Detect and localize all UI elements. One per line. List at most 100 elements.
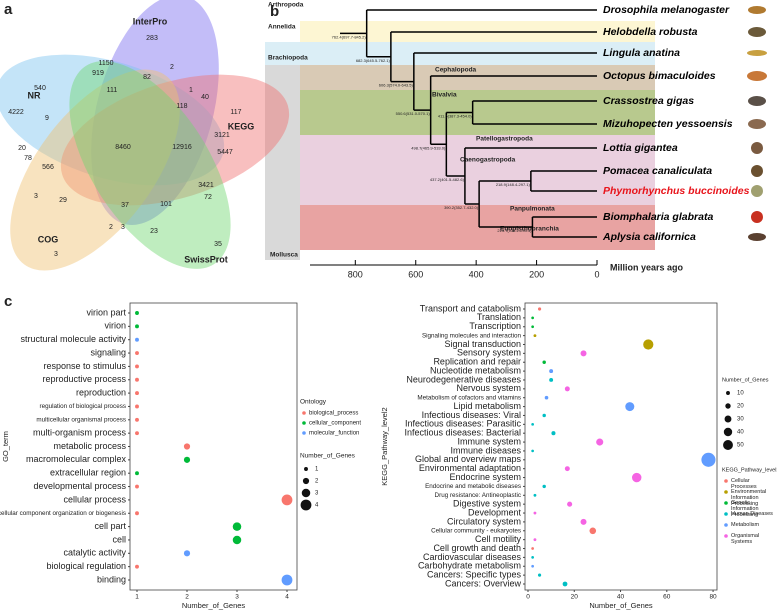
dot: [135, 431, 139, 436]
clade-label: Annelida: [268, 24, 296, 31]
dot: [533, 334, 537, 338]
size-legend-dot: [726, 391, 730, 395]
size-legend-title: Number_of_Genes: [722, 377, 769, 383]
y-tick-label: Carbohydrate metabolism: [418, 561, 521, 571]
y-tick-label: regulation of biological process: [40, 403, 126, 410]
venn-count: 3: [34, 193, 38, 200]
y-tick-label: cell part: [94, 521, 126, 531]
taxon-label: Aplysia californica: [602, 231, 696, 243]
node-age-label: 218.9(148.4-297.1): [496, 182, 531, 187]
y-tick-label: Environmental adaptation: [419, 463, 521, 473]
size-legend-dot: [723, 427, 733, 437]
size-legend-dot: [304, 467, 308, 471]
venn-count: 540: [34, 85, 46, 92]
node-age-label: 550.6(531.0-570.1): [396, 111, 431, 116]
venn-count: 12916: [172, 144, 192, 151]
y-tick-label: Neurodegenerative diseases: [406, 374, 521, 384]
legend-title: Ontology: [300, 399, 327, 406]
node-age-label: 213.7(134.2-293.4): [497, 228, 532, 233]
venn-set-label: SwissProt: [184, 254, 228, 264]
dot: [551, 431, 556, 436]
y-tick-label: Cardiovascular diseases: [423, 552, 522, 562]
dot: [580, 350, 587, 357]
node-age-label: 411.6(387.3-454.0): [438, 114, 472, 119]
legend-swatch: [724, 501, 728, 505]
y-tick-label: metabolic process: [53, 441, 126, 451]
dot: [542, 360, 546, 364]
venn-count: 118: [176, 103, 187, 110]
venn-count: 40: [201, 94, 209, 101]
venn-count: 29: [59, 197, 67, 204]
band: [265, 65, 300, 260]
y-tick-label: response to stimulus: [43, 361, 126, 371]
dot: [531, 422, 534, 426]
venn-count: 82: [143, 74, 151, 81]
venn-set-label: InterPro: [133, 16, 168, 26]
venn-count: 117: [230, 109, 241, 116]
dot: [564, 466, 570, 472]
venn-count: 111: [107, 87, 118, 94]
clade-label: Cephalopoda: [435, 67, 477, 74]
venn-count: 8460: [115, 144, 131, 151]
dot: [135, 391, 139, 396]
dot: [135, 324, 139, 329]
venn-count: 3421: [198, 182, 214, 189]
venn-count: 20: [18, 145, 26, 152]
taxon-label: Pomacea canaliculata: [603, 165, 712, 177]
taxon-label: Biomphalaria glabrata: [603, 211, 713, 223]
dot: [135, 377, 139, 382]
y-tick-label: multi-organism process: [33, 428, 127, 438]
dot: [135, 351, 139, 355]
y-tick-label: Immune diseases: [450, 445, 521, 455]
dot: [533, 538, 537, 542]
dot: [537, 307, 542, 311]
clade-label: Arthropoda: [268, 2, 304, 9]
y-tick-label: virion: [104, 321, 126, 331]
x-tick-label: 0: [526, 594, 530, 601]
panel-label: b: [270, 3, 279, 20]
dot: [533, 511, 537, 515]
y-tick-label: cellular process: [63, 494, 126, 504]
dot: [135, 511, 139, 516]
venn-count: 37: [121, 202, 129, 209]
size-legend-label: 30: [737, 417, 744, 423]
venn-count: 5447: [217, 149, 233, 156]
venn-set: [69, 61, 231, 269]
node-age-label: 437.2(401.5-482.6): [430, 177, 465, 182]
y-tick-label: binding: [97, 574, 126, 584]
node-age-label: 606.3(574.0-643.5): [379, 83, 414, 88]
x-tick-label: 800: [348, 269, 363, 279]
y-axis-title: KEGG_Pathway_level2: [380, 407, 389, 485]
taxon-label: Lingula anatina: [603, 47, 680, 59]
venn-count: 9: [45, 115, 49, 122]
venn-count: 23: [150, 228, 158, 235]
venn-count: 283: [146, 35, 158, 42]
size-legend-label: 1: [315, 467, 319, 473]
venn-count: 3: [121, 224, 125, 231]
dot: [135, 417, 139, 422]
plot-frame: [129, 302, 298, 591]
dot: [232, 535, 242, 545]
legend-label: Metabolism: [731, 522, 760, 528]
size-legend-dot: [724, 415, 732, 423]
venn-set: [60, 74, 290, 206]
venn-count: 78: [24, 155, 32, 162]
taxon-label: Drosophila melanogaster: [603, 4, 730, 16]
y-tick-label: Endocrine and metabolic diseases: [425, 483, 521, 490]
legend-label: Environmental Information Processing: [731, 489, 767, 507]
legend-swatch: [724, 523, 728, 527]
dot: [537, 573, 542, 577]
band: [300, 135, 655, 205]
x-tick-label: 4: [285, 594, 289, 601]
dot: [580, 518, 587, 525]
venn-count: 3121: [214, 132, 230, 139]
venn-set-label: COG: [38, 234, 59, 244]
taxon-label: Mizuhopecten yessoensis: [603, 118, 733, 130]
size-legend-label: 4: [315, 503, 319, 509]
legend-swatch: [302, 411, 306, 415]
dot: [625, 402, 635, 412]
size-legend-dot: [301, 488, 311, 498]
y-tick-label: Lipid metabolism: [453, 401, 521, 411]
